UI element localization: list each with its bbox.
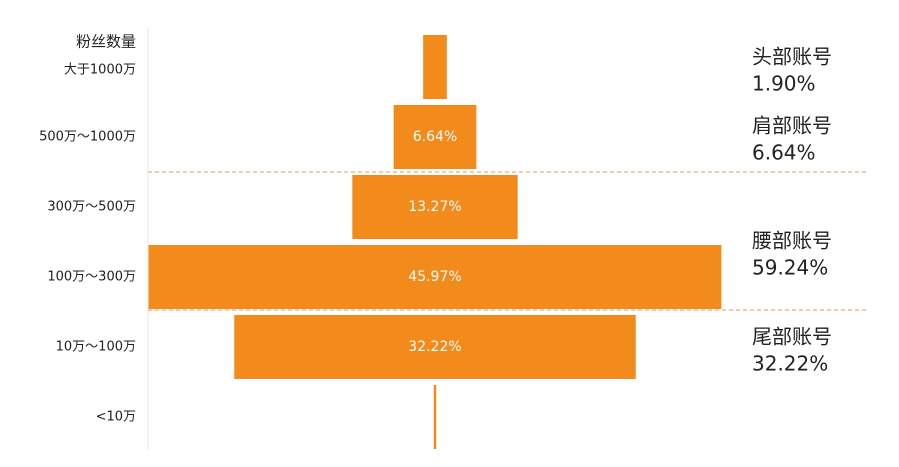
value-label: 6.64% bbox=[413, 129, 457, 145]
group-name: 头部账号 bbox=[752, 45, 832, 69]
bar bbox=[234, 315, 636, 379]
bar bbox=[393, 105, 477, 169]
bar bbox=[433, 385, 437, 449]
bar bbox=[352, 175, 518, 239]
y-tick-label: 300万～500万 bbox=[47, 200, 136, 215]
group-name: 尾部账号 bbox=[752, 325, 832, 349]
axis-title: 粉丝数量 bbox=[76, 33, 136, 51]
bar bbox=[148, 245, 722, 309]
group-share: 6.64% bbox=[752, 141, 816, 165]
y-tick-label: 100万～300万 bbox=[47, 270, 136, 285]
bar bbox=[423, 35, 447, 99]
value-label: 32.22% bbox=[408, 339, 461, 355]
y-tick-label: 大于1000万 bbox=[64, 63, 136, 78]
y-tick-label: 10万～100万 bbox=[56, 340, 136, 355]
group-name: 肩部账号 bbox=[752, 114, 832, 138]
value-label: 13.27% bbox=[408, 199, 461, 215]
group-share: 32.22% bbox=[752, 352, 828, 376]
y-tick-label: 500万～1000万 bbox=[39, 130, 136, 145]
group-share: 1.90% bbox=[752, 72, 816, 96]
group-share: 59.24% bbox=[752, 256, 828, 280]
value-label: 45.97% bbox=[408, 269, 461, 285]
y-tick-label: <10万 bbox=[96, 410, 136, 425]
group-name: 腰部账号 bbox=[752, 229, 832, 253]
